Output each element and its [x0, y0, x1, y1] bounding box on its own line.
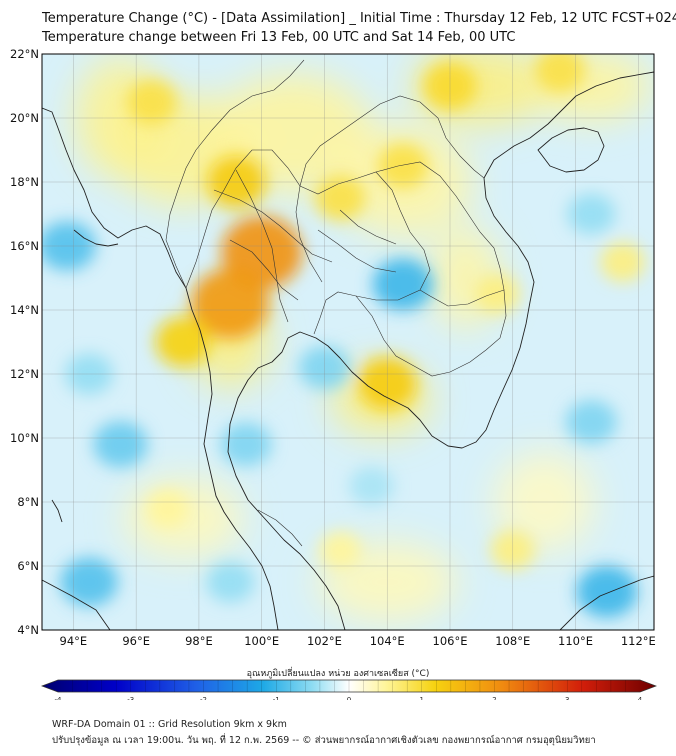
warm-spot-3	[155, 316, 212, 368]
warm-spot-8	[534, 54, 586, 93]
lat-tick-label: 12°N	[10, 367, 39, 381]
colorbar-tick-label: -4	[55, 696, 63, 700]
lat-tick-label: 14°N	[10, 303, 39, 317]
warm-spot-5	[314, 175, 366, 221]
colorbar-ticks: -4 -3 -2 -1 0 1 2 3 4	[55, 696, 643, 700]
warm-spot-14	[600, 241, 646, 283]
lon-tick-label: 102°E	[307, 634, 342, 648]
country-borders	[165, 59, 507, 547]
lat-tick-label: 10°N	[10, 431, 39, 445]
lat-tick-label: 22°N	[10, 47, 39, 61]
lon-tick-label: 110°E	[558, 634, 593, 648]
lat-tick-label: 4°N	[17, 623, 39, 637]
cool-spot-9	[349, 466, 394, 506]
model-info: WRF-DA Domain 01 :: Grid Resolution 9km …	[52, 719, 287, 730]
lon-tick-label: 100°E	[244, 634, 279, 648]
cool-spot-8	[567, 193, 616, 235]
lat-tick-label: 18°N	[10, 175, 39, 189]
warm-spot-9	[126, 79, 178, 125]
lat-tick-label: 8°N	[17, 495, 39, 509]
lon-tick-label: 112°E	[621, 634, 656, 648]
lon-tick-label: 94°E	[60, 634, 88, 648]
cool-spot-5	[565, 400, 617, 444]
colorbar-tick-label: -2	[200, 696, 207, 700]
cool-spot-10	[206, 561, 255, 603]
colorbar-tick-label: 2	[492, 696, 496, 700]
lat-lon-grid	[42, 54, 654, 630]
colorbar-tick-label: -3	[127, 696, 134, 700]
warm-spot-11	[146, 489, 189, 528]
lon-tick-label: 96°E	[122, 634, 150, 648]
colorbar-tick-label: 0	[347, 696, 351, 700]
colorbar: -4 -3 -2 -1 0 1 2 3 4	[41, 679, 657, 700]
colorbar-gradient	[41, 679, 657, 693]
cool-spot-2	[93, 421, 148, 468]
longitude-labels: 94°E 96°E 98°E 100°E 102°E 104°E 106°E 108°E 110…	[60, 634, 656, 648]
warm-spot-13	[319, 531, 362, 569]
latitude-labels: 22°N 20°N 18°N 16°N 14°N 12°N 10°N 8°N 6°N 4°N	[10, 47, 39, 637]
lat-tick-label: 16°N	[10, 239, 39, 253]
lon-tick-label: 104°E	[370, 634, 405, 648]
colorbar-tick-label: 3	[565, 696, 569, 700]
map-subtitle: Temperature change between Fri 13 Feb, 0…	[42, 30, 516, 45]
colorbar-tick-label: -1	[273, 696, 280, 700]
warm-spot-6	[377, 143, 429, 189]
temperature-field	[42, 54, 654, 630]
lon-tick-label: 98°E	[185, 634, 213, 648]
colorbar-tick-label: 1	[420, 696, 424, 700]
warm-spot-10	[474, 273, 520, 315]
cool-spot-4	[576, 565, 638, 618]
lat-tick-label: 20°N	[10, 111, 39, 125]
colorbar-tick-label: 4	[638, 696, 643, 700]
warm-spot-1	[191, 268, 270, 339]
lon-tick-label: 106°E	[433, 634, 468, 648]
cool-spot-6	[220, 422, 272, 467]
colorbar-label: อุณหภูมิเปลี่ยนแปลง หน่วย องศาเซลเซียส (…	[246, 669, 430, 679]
cool-spot-3	[60, 557, 118, 607]
lat-tick-label: 6°N	[17, 559, 39, 573]
temperature-change-map: 22°N 20°N 18°N 16°N 14°N 12°N 10°N 8°N 6°N 4°N 94…	[10, 47, 657, 700]
cool-spot-0	[372, 258, 434, 311]
plot-frame	[41, 53, 655, 631]
lon-tick-label: 108°E	[495, 634, 530, 648]
map-title: Temperature Change (°C) - [Data Assimila…	[42, 11, 676, 26]
coastline	[42, 71, 654, 630]
credit-line: ปรับปรุงข้อมูล ณ เวลา 19:00น. วัน พฤ. ที…	[52, 735, 596, 746]
